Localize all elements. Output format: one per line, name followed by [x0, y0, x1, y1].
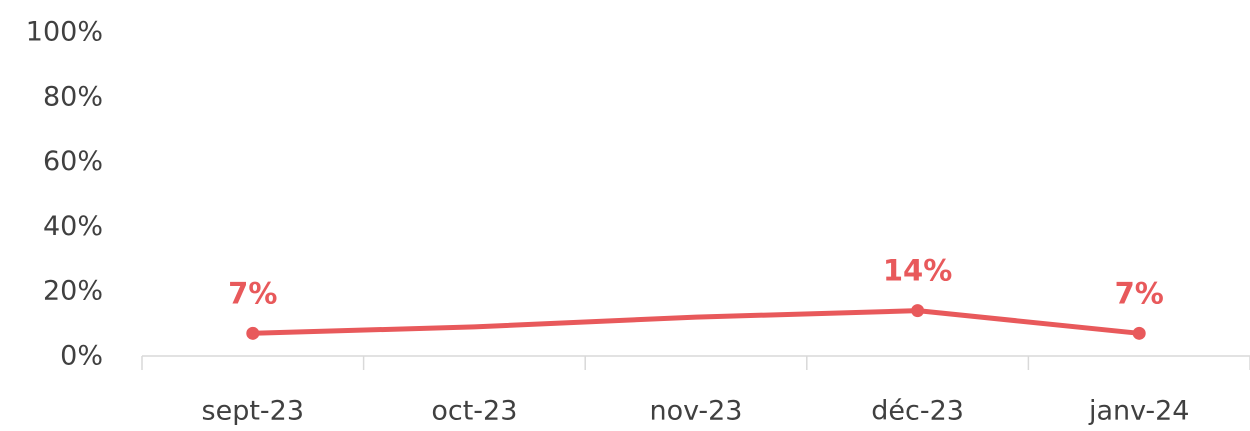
data-label: 7% — [228, 276, 277, 310]
x-tick-label: janv-24 — [1088, 396, 1190, 427]
data-label: 14% — [883, 254, 952, 288]
y-tick-label: 40% — [43, 211, 103, 242]
y-tick-label: 80% — [43, 81, 103, 112]
data-label: 7% — [1115, 276, 1164, 310]
x-tick-label: oct-23 — [431, 396, 517, 427]
marker — [1132, 326, 1146, 340]
marker — [246, 326, 260, 340]
x-tick-label: nov-23 — [650, 396, 743, 427]
line — [252, 308, 1140, 336]
y-tick-label: 20% — [43, 276, 103, 307]
y-tick-label: 0% — [60, 341, 103, 372]
x-tick-label: déc-23 — [871, 396, 964, 427]
marker — [911, 304, 925, 318]
x-tick-label: sept-23 — [202, 396, 305, 427]
y-tick-label: 60% — [43, 146, 103, 177]
y-tick-label: 100% — [26, 17, 103, 48]
